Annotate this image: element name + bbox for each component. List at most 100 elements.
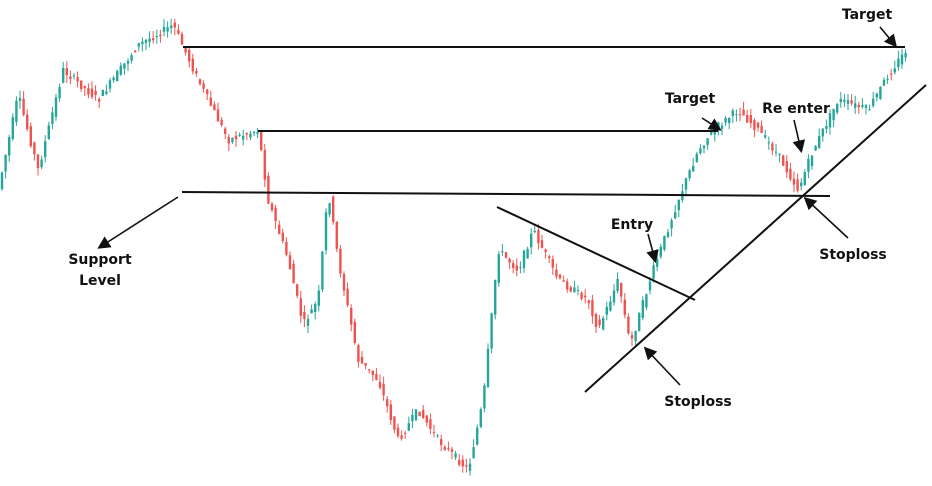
candle-body	[105, 91, 108, 94]
candle-body	[310, 309, 313, 314]
candle-body	[425, 415, 428, 423]
candle-body	[674, 212, 677, 219]
candle-body	[206, 89, 209, 95]
candle-body	[774, 151, 778, 153]
candle-body	[551, 258, 554, 268]
label: Level	[79, 273, 121, 289]
candle-body	[670, 220, 673, 229]
candle-body	[285, 241, 288, 255]
candle-body	[731, 110, 734, 116]
candle-body	[688, 170, 691, 179]
candle-body	[195, 70, 198, 74]
candle-body	[202, 83, 205, 89]
candle-body	[47, 125, 50, 140]
candle-body	[659, 246, 662, 257]
candle-body	[897, 58, 900, 68]
candle-body	[821, 128, 824, 137]
candle-body	[879, 86, 882, 99]
candle-body	[263, 150, 266, 180]
candle-body	[314, 303, 317, 313]
candle-body	[760, 125, 763, 133]
candle-body	[321, 251, 324, 290]
trend-line	[496, 206, 696, 301]
candle-body	[224, 128, 227, 134]
candle-body	[378, 381, 382, 388]
arrow	[879, 26, 898, 48]
candle-body	[375, 374, 378, 380]
candle-body	[447, 447, 450, 449]
candle-body	[8, 137, 11, 156]
candle-body	[15, 100, 18, 123]
candle-body	[648, 281, 652, 291]
candle-body	[666, 232, 670, 237]
candle-body	[454, 453, 457, 458]
candle-body	[40, 159, 43, 168]
candle-body	[155, 35, 158, 37]
candle-body	[242, 135, 245, 140]
candle-body	[814, 145, 817, 151]
candle-body	[346, 288, 349, 306]
candle-body	[119, 65, 122, 75]
candle-body	[486, 348, 490, 387]
candle-body	[465, 465, 468, 467]
candle-body	[749, 115, 752, 124]
candle-body	[839, 98, 842, 103]
label: Entry	[611, 217, 653, 233]
candle-body	[872, 98, 875, 106]
label: Re enter	[762, 101, 830, 117]
candle-body	[663, 235, 666, 250]
candle-body	[778, 153, 781, 156]
candle-body	[594, 314, 598, 327]
candle-body	[627, 316, 630, 334]
candle-body	[292, 263, 295, 284]
candle-body	[11, 117, 14, 140]
candle-body	[432, 431, 436, 433]
candle-body	[832, 108, 835, 121]
candle-body	[62, 67, 65, 83]
arrow	[803, 196, 849, 239]
candle-body	[166, 27, 169, 32]
candle-body	[152, 38, 155, 41]
candle-body	[220, 119, 223, 126]
candle-body	[180, 34, 184, 45]
candle-body	[540, 240, 544, 248]
candle-body	[825, 126, 828, 129]
candle-body	[411, 414, 414, 422]
candle-body	[742, 109, 745, 116]
candle-body	[36, 154, 40, 169]
arrow	[97, 196, 179, 249]
candle-body	[544, 249, 547, 253]
candle-body	[414, 409, 418, 420]
candle-body	[746, 115, 749, 123]
candle-body	[566, 281, 569, 290]
candle-body	[753, 120, 756, 130]
candle-body	[364, 362, 367, 366]
candle-body	[231, 137, 234, 143]
candle-body	[418, 411, 421, 417]
candle-body	[641, 300, 644, 318]
candle-body	[591, 300, 594, 317]
candle-body	[479, 409, 482, 427]
candle-body	[692, 165, 695, 172]
candle-body	[141, 41, 144, 45]
candle-body	[800, 182, 803, 187]
candle-body	[382, 383, 385, 396]
candle-body	[706, 138, 709, 145]
candle-body	[526, 248, 529, 259]
candle-body	[159, 34, 162, 37]
candle-body	[652, 265, 655, 279]
candle-body	[857, 104, 860, 108]
candle-body	[767, 142, 770, 144]
candle-body	[270, 203, 274, 211]
label: Target	[665, 91, 716, 107]
candle-body	[782, 155, 785, 166]
candle-body	[771, 143, 774, 151]
candle-body	[508, 258, 511, 263]
candle-body	[303, 311, 306, 320]
candle-body	[299, 298, 302, 316]
candle-body	[51, 112, 54, 124]
candle-body	[890, 73, 893, 75]
candle-body	[843, 99, 846, 102]
candle-body	[699, 148, 702, 154]
